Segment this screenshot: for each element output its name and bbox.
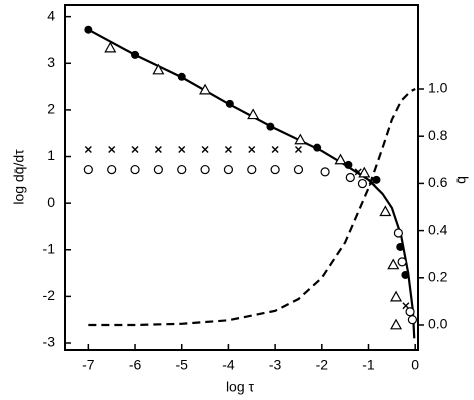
- filled-circle-point: [396, 242, 405, 251]
- filled-circle-point: [266, 122, 275, 131]
- x-tick-label: -7: [82, 357, 95, 373]
- y-tick-label: -3: [43, 334, 56, 350]
- x-axis-label: log τ: [226, 379, 255, 395]
- cross-point: [294, 146, 302, 154]
- triangle-point: [334, 153, 347, 165]
- open-circle-point: [153, 164, 163, 175]
- open-circle-point: [357, 178, 368, 189]
- cross-point: [154, 146, 162, 154]
- y2-axis-label: q̄: [453, 176, 469, 184]
- y2-tick-label: 0.2: [428, 268, 448, 284]
- x-tick-label: -5: [176, 357, 189, 373]
- x-tick-label: -1: [362, 357, 375, 373]
- triangle-point: [294, 133, 307, 145]
- cross-point: [84, 146, 92, 154]
- cross-point: [131, 146, 139, 154]
- y-tick-label: 0: [47, 194, 55, 210]
- y-axis-label: log dq̄/dτ: [11, 149, 27, 205]
- filled-circle-point: [344, 160, 353, 169]
- open-circle-point: [393, 228, 403, 238]
- triangle-point: [247, 108, 260, 120]
- y-tick-label: 3: [47, 54, 55, 70]
- y2-tick-label: 0.4: [428, 221, 448, 237]
- cross-point: [368, 179, 376, 187]
- x-tick-label: -4: [222, 357, 235, 373]
- x-tick-label: -2: [316, 357, 329, 373]
- open-circle-point: [83, 164, 93, 175]
- y2-tick-label: 0.6: [428, 174, 448, 190]
- open-circle-point: [293, 164, 304, 175]
- cross-point: [108, 146, 116, 154]
- open-circle-point: [270, 164, 280, 175]
- cross-point: [178, 146, 186, 154]
- y2-tick-label: 0.8: [428, 127, 448, 143]
- cross-point: [224, 146, 232, 154]
- triangle-point: [358, 166, 371, 178]
- triangle-point: [152, 63, 165, 75]
- plot-frame: [64, 4, 419, 351]
- triangle-point: [390, 318, 403, 330]
- cross-point: [248, 146, 256, 154]
- y-tick-label: 2: [47, 101, 55, 117]
- open-circle-point: [405, 307, 415, 317]
- filled-circle-point: [177, 72, 186, 81]
- filled-circle-point: [131, 50, 140, 59]
- open-circle-point: [320, 167, 330, 177]
- open-circle-point: [407, 315, 417, 325]
- open-circle-point: [200, 164, 210, 175]
- filled-circle-point: [225, 99, 234, 108]
- y2-tick-label: 0.0: [428, 316, 448, 332]
- open-circle-point: [177, 164, 187, 175]
- open-circle-point: [223, 164, 234, 175]
- triangle-point: [104, 41, 117, 53]
- cross-point: [354, 168, 362, 176]
- triangle-point: [390, 290, 403, 302]
- y2-tick-label: 1.0: [428, 80, 448, 96]
- open-circle-point: [130, 164, 140, 175]
- open-circle-point: [247, 164, 257, 175]
- x-tick-label: -6: [129, 357, 142, 373]
- cross-point: [402, 302, 410, 310]
- cross-point: [201, 146, 209, 154]
- cross-point: [271, 146, 279, 154]
- filled-circle-point: [84, 25, 93, 34]
- y-tick-label: 1: [47, 147, 55, 163]
- x-tick-label: -3: [269, 357, 282, 373]
- y-tick-label: -2: [43, 287, 56, 303]
- open-circle-point: [107, 164, 117, 175]
- triangle-point: [387, 258, 400, 270]
- filled-circle-point: [401, 270, 410, 279]
- dashed-curve: [88, 88, 416, 327]
- x-tick-label: 0: [411, 357, 419, 373]
- filled-circle-point: [313, 143, 322, 152]
- triangle-point: [199, 83, 212, 95]
- open-circle-point: [397, 257, 407, 267]
- triangle-point: [379, 205, 392, 217]
- filled-circle-point: [372, 175, 381, 184]
- y-tick-label: 4: [47, 7, 55, 23]
- y-tick-label: -1: [43, 240, 56, 256]
- open-circle-point: [345, 172, 355, 183]
